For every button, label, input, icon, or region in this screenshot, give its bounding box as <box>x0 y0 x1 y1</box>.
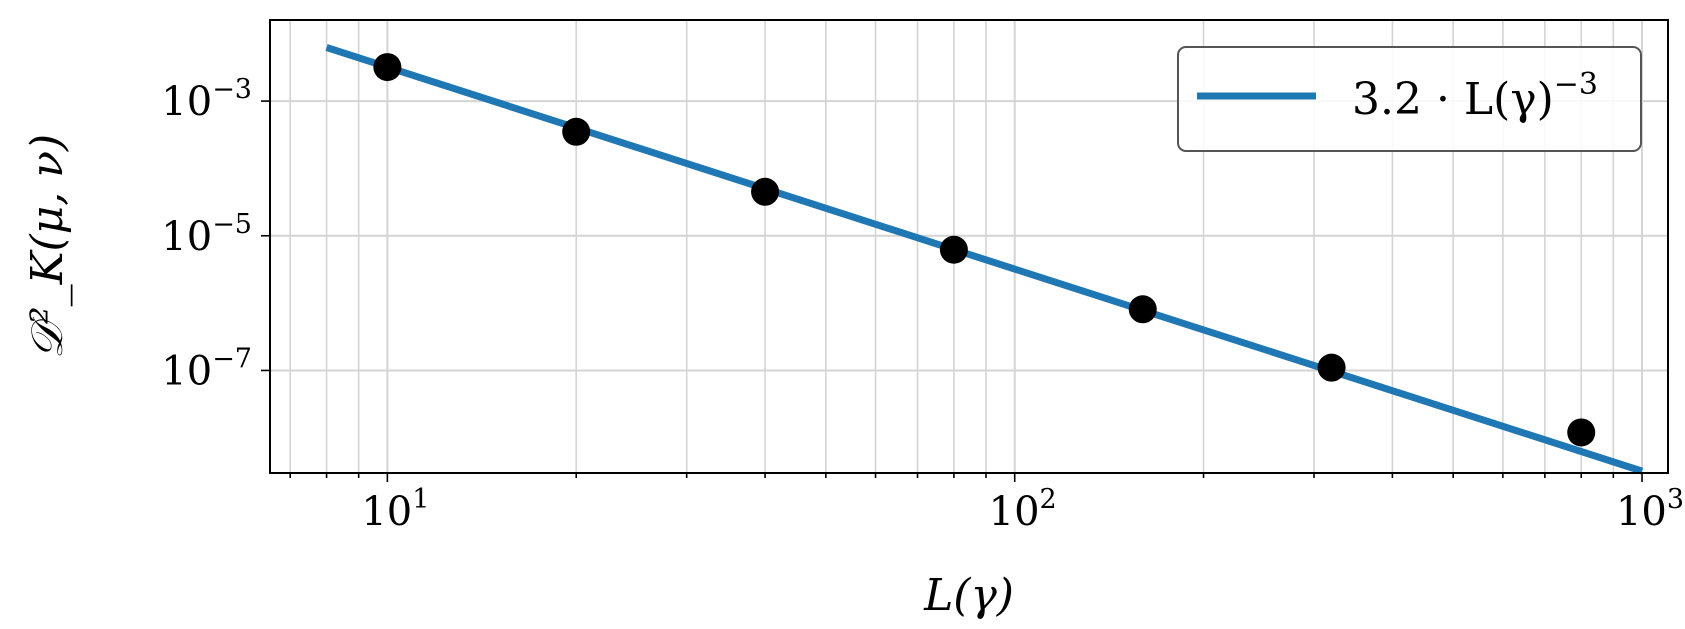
y-tick-base: 10 <box>161 214 212 260</box>
legend-box <box>1177 46 1642 152</box>
legend-label-exp: −3 <box>1554 67 1598 102</box>
y-tick-exp: −3 <box>212 74 252 105</box>
x-tick-base: 10 <box>1616 489 1667 535</box>
data-point <box>1567 418 1596 447</box>
data-point <box>562 117 591 146</box>
y-tick-exp: −7 <box>212 343 252 374</box>
y-axis-label: 𝒟²_K(μ, ν) <box>22 134 73 359</box>
y-tick-exp: −5 <box>212 209 252 240</box>
data-point <box>751 177 780 206</box>
x-axis-label: L(γ) <box>923 570 1014 621</box>
x-tick-exp: 3 <box>1667 484 1684 515</box>
data-points <box>373 53 1596 447</box>
x-tick-label: 103 <box>1616 484 1684 535</box>
fit-line <box>325 44 1644 475</box>
x-tick-exp: 2 <box>1040 484 1057 515</box>
y-tick-base: 10 <box>161 79 212 125</box>
y-tick-label: 10−7 <box>161 343 252 394</box>
data-point <box>939 235 968 264</box>
plot-area-frame <box>269 19 1669 474</box>
x-tick-base: 10 <box>361 489 412 535</box>
y-tick-label: 10−5 <box>161 209 252 260</box>
data-point <box>1128 295 1157 324</box>
legend-label-base: 3.2 · L(γ) <box>1352 74 1554 125</box>
x-tick-base: 10 <box>989 489 1040 535</box>
x-tick-exp: 1 <box>412 484 429 515</box>
x-tick-label: 101 <box>361 484 429 535</box>
x-tick-label: 102 <box>989 484 1057 535</box>
legend-label: 3.2 · L(γ)−3 <box>1352 67 1598 125</box>
data-point <box>1317 353 1346 382</box>
data-point <box>373 53 402 82</box>
y-tick-base: 10 <box>161 348 212 394</box>
legend: 3.2 · L(γ)−3 <box>1177 46 1642 152</box>
y-tick-label: 10−3 <box>161 74 252 125</box>
fit-line-layer <box>325 44 1644 475</box>
